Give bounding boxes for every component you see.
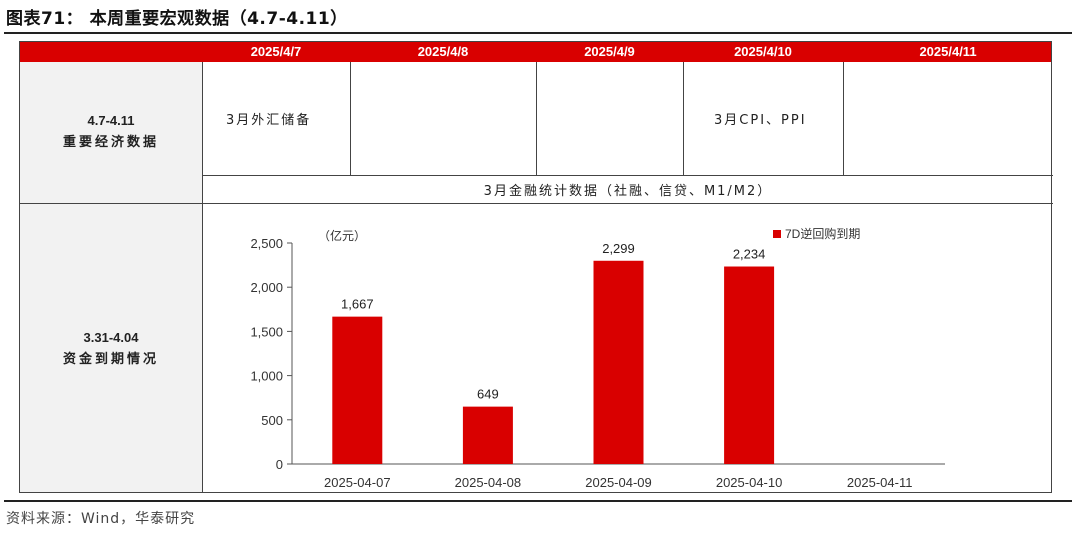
table-header-row: 2025/4/7 2025/4/8 2025/4/9 2025/4/10 202… <box>20 42 1051 62</box>
col-divider <box>536 62 537 175</box>
legend-label: 7D逆回购到期 <box>785 226 860 241</box>
header-date-3: 2025/4/9 <box>584 44 635 59</box>
bar <box>462 406 513 464</box>
header-date-1: 2025/4/7 <box>250 44 302 59</box>
event-cell-4: 3月CPI、PPI <box>714 113 807 128</box>
left-column <box>20 62 202 492</box>
funds-range: 3.31-4.04 <box>83 330 139 345</box>
legend-swatch <box>773 230 781 238</box>
y-tick-label: 0 <box>276 457 283 472</box>
funds-row-label: 3.31-4.04 资金到期情况 <box>20 327 202 371</box>
bar-data-label: 2,299 <box>602 241 635 256</box>
y-tick-label: 1,000 <box>250 369 283 384</box>
y-tick-label: 500 <box>261 413 283 428</box>
bar <box>332 316 383 464</box>
y-axis-unit-label: （亿元） <box>318 228 366 243</box>
row-divider <box>20 203 1053 204</box>
col-divider <box>683 62 684 175</box>
col-divider <box>202 62 203 492</box>
legend: 7D逆回购到期 <box>773 226 860 241</box>
funds-label: 资金到期情况 <box>62 352 159 367</box>
bar-group: 1,667 649 2,299 2,234 <box>332 241 775 464</box>
x-tick-label: 2025-04-09 <box>585 475 652 490</box>
title-divider <box>4 32 1072 34</box>
bar <box>593 260 644 464</box>
x-tick-label: 2025-04-08 <box>455 475 522 490</box>
x-axis: 2025-04-07 2025-04-08 2025-04-09 2025-04-10… <box>292 463 945 490</box>
header-date-5: 2025/4/11 <box>919 44 977 59</box>
bottom-divider <box>4 500 1072 502</box>
row-divider <box>203 175 1053 176</box>
macro-range: 4.7-4.11 <box>87 113 135 128</box>
x-tick-label: 2025-04-07 <box>324 475 391 490</box>
macro-row-label: 4.7-4.11 重要经济数据 <box>20 110 202 154</box>
bar <box>724 266 775 464</box>
x-tick-label: 2025-04-11 <box>847 475 913 490</box>
event-cell-1: 3月外汇储备 <box>226 113 312 128</box>
figure-title: 图表71： 本周重要宏观数据（4.7-4.11） <box>6 9 348 29</box>
y-tick-label: 1,500 <box>250 324 283 339</box>
y-tick-label: 2,000 <box>250 280 283 295</box>
col-divider <box>843 62 844 175</box>
macro-table: 2025/4/7 2025/4/8 2025/4/9 2025/4/10 202… <box>19 41 1053 493</box>
source-note: 资料来源：Wind，华泰研究 <box>6 511 196 527</box>
macro-label: 重要经济数据 <box>62 135 159 150</box>
header-date-2: 2025/4/8 <box>417 44 469 59</box>
y-tick-label: 2,500 <box>250 236 283 251</box>
bar-data-label: 649 <box>477 387 499 402</box>
y-axis: 0 500 1,000 1,500 2,000 2,500 <box>250 236 293 472</box>
bar-data-label: 2,234 <box>733 247 766 262</box>
bar-data-label: 1,667 <box>341 297 374 312</box>
x-tick-label: 2025-04-10 <box>716 475 783 490</box>
header-date-4: 2025/4/10 <box>734 44 792 59</box>
col-divider <box>350 62 351 175</box>
span-event-cell: 3月金融统计数据（社融、信贷、M1/M2） <box>483 184 773 199</box>
